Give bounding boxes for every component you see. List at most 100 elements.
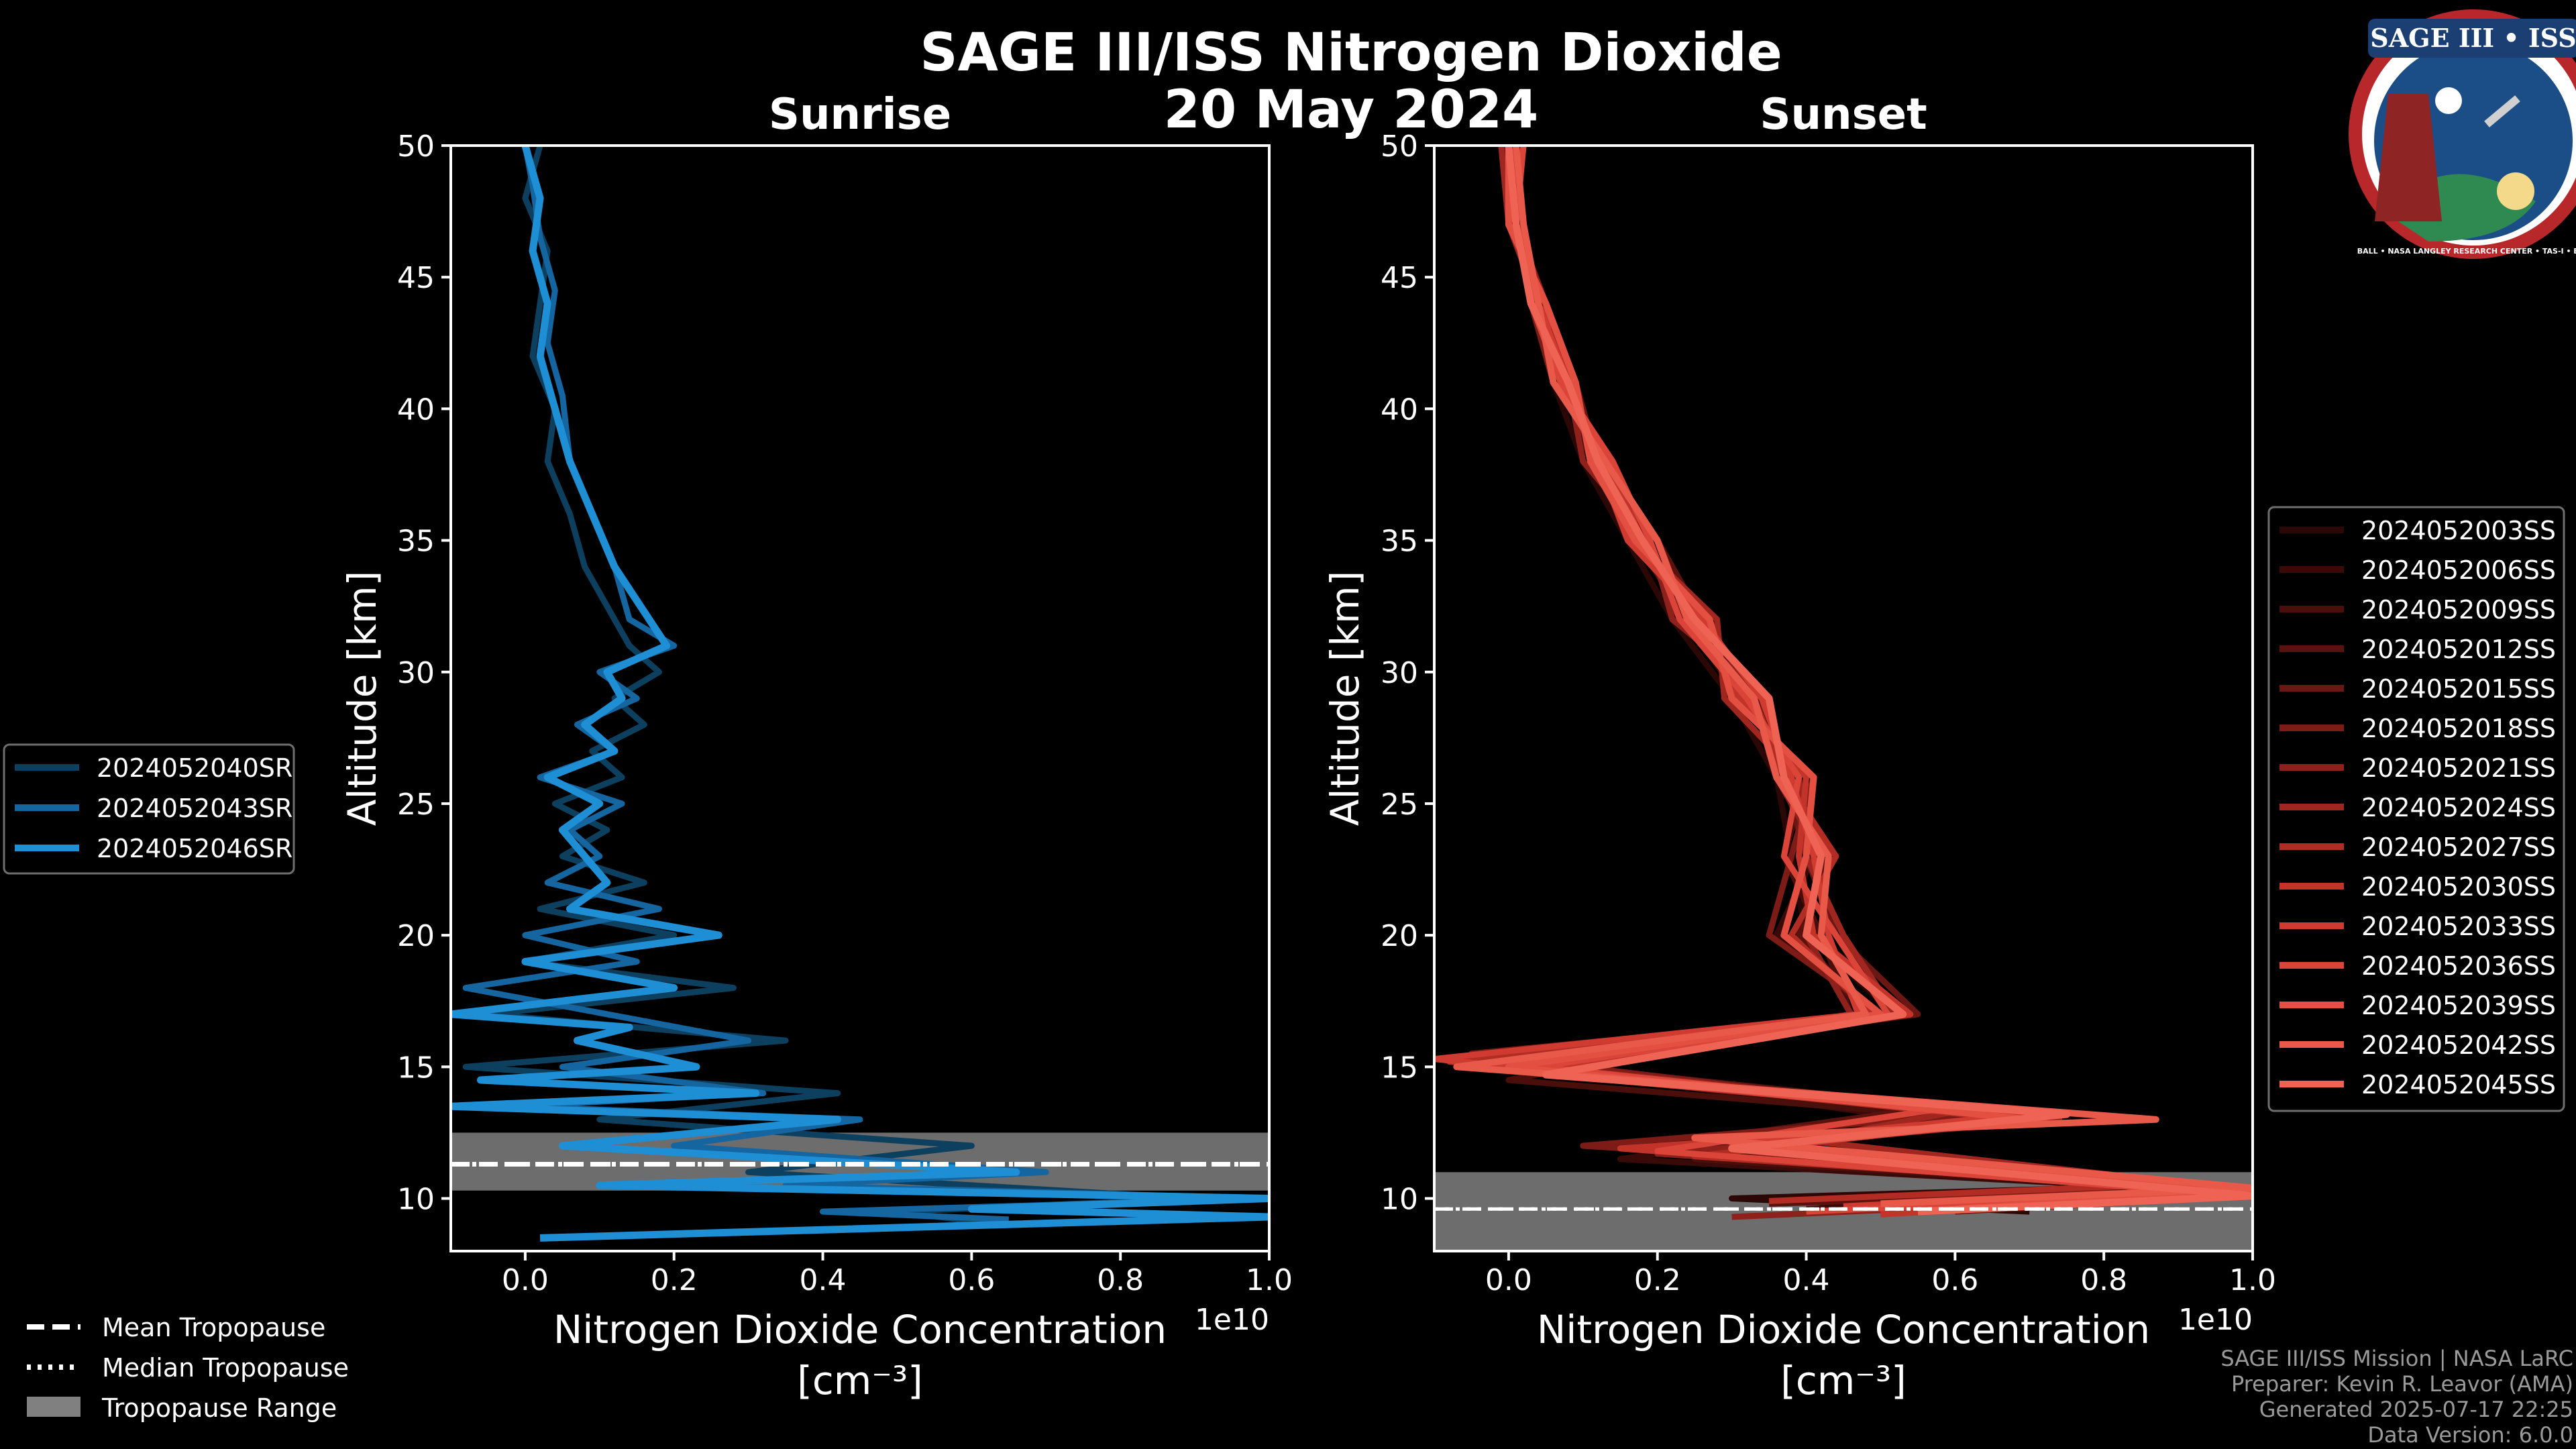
logo-title: SAGE III • ISS xyxy=(2370,23,2576,53)
iss-icon xyxy=(2484,95,2520,127)
sunset-xticks: 0.0 0.2 0.4 0.6 0.8 1.0 xyxy=(1485,1251,2276,1297)
legend-label: 2024052009SS xyxy=(2361,595,2556,625)
sunrise-legend-frame xyxy=(3,743,295,875)
figure-date: 20 May 2024 xyxy=(1164,80,1539,140)
sunset-series-2024052045SS xyxy=(1505,146,2253,1216)
legend-label: 2024052039SS xyxy=(2361,991,2556,1020)
sunset-offset-text: 1e10 xyxy=(2178,1303,2253,1337)
footer-line-4: Data Version: 6.0.0 xyxy=(2367,1422,2573,1448)
sunset-legend: 2024052003SS 2024052006SS 2024052009SS 2024… xyxy=(2267,506,2565,1112)
sunset-series-2024052042SS xyxy=(1453,146,2253,1208)
legend-label: 2024052030SS xyxy=(2361,872,2556,902)
sunrise-xtick-label: 0.6 xyxy=(948,1263,995,1297)
legend-label: 2024052042SS xyxy=(2361,1030,2556,1060)
sunrise-title: Sunrise xyxy=(769,90,951,140)
sunrise-offset-text: 1e10 xyxy=(1195,1303,1269,1337)
sunrise-ytick-label: 45 xyxy=(397,261,435,295)
logo-banner xyxy=(2368,19,2576,58)
legend-label: 2024052006SS xyxy=(2361,555,2556,585)
figure-title: SAGE III/ISS Nitrogen Dioxide xyxy=(920,23,1782,83)
sunrise-xtick-label: 1.0 xyxy=(1246,1263,1293,1297)
sunset-xlabel: Nitrogen Dioxide Concentration xyxy=(1537,1307,2150,1352)
legend-label: 2024052036SS xyxy=(2361,951,2556,981)
legend-label: 2024052043SR xyxy=(97,794,292,823)
sunset-title: Sunset xyxy=(1760,90,1927,140)
tropopause-range-legend-label: Tropopause Range xyxy=(101,1393,337,1423)
legend-label: 2024052045SS xyxy=(2361,1070,2556,1099)
sunrise-legend-items: 2024052040SR 2024052043SR 2024052046SR xyxy=(15,753,292,863)
legend-label: 2024052003SS xyxy=(2361,516,2556,545)
sunset-ytick-label: 20 xyxy=(1381,919,1418,953)
sunrise-panel: Sunrise 0.0 0.2 0.4 0.6 0.8 1.0 10 15 20 25 30 35 4… xyxy=(339,90,1293,1403)
sunset-yticks: 10 15 20 25 30 35 40 45 50 xyxy=(1381,129,1434,1217)
median-tropopause-legend-label: Median Tropopause xyxy=(102,1353,349,1383)
legend-label: 2024052033SS xyxy=(2361,912,2556,941)
sunrise-yticks: 10 15 20 25 30 35 40 45 50 xyxy=(397,129,451,1217)
sunrise-ytick-label: 25 xyxy=(397,788,435,822)
sunrise-series-2024052046SR xyxy=(451,146,1269,1242)
sunset-ytick-label: 40 xyxy=(1381,392,1418,427)
sunset-ytick-label: 25 xyxy=(1381,788,1418,822)
sunset-series-2024052039SS xyxy=(1505,146,2253,1213)
sunset-ytick-label: 30 xyxy=(1381,656,1418,690)
legend-label: 2024052024SS xyxy=(2361,793,2556,822)
sunset-ytick-label: 50 xyxy=(1381,129,1418,164)
sunrise-xticks: 0.0 0.2 0.4 0.6 0.8 1.0 xyxy=(502,1251,1293,1297)
sunrise-ytick-label: 50 xyxy=(397,129,435,164)
sunrise-ytick-label: 30 xyxy=(397,656,435,690)
sunrise-ytick-label: 10 xyxy=(397,1183,435,1217)
tropopause-legend: Mean Tropopause Median Tropopause Tropop… xyxy=(27,1313,349,1423)
sunrise-xlabel: Nitrogen Dioxide Concentration xyxy=(553,1307,1167,1352)
sunset-ytick-label: 10 xyxy=(1381,1183,1418,1217)
moon-icon xyxy=(2497,172,2534,210)
legend-label: 2024052018SS xyxy=(2361,714,2556,743)
sunrise-legend: 2024052040SR 2024052043SR 2024052046SR xyxy=(3,743,295,875)
sunrise-xtick-label: 0.4 xyxy=(800,1263,847,1297)
sunset-xtick-label: 0.2 xyxy=(1634,1263,1681,1297)
sunrise-ylabel: Altitude [km] xyxy=(339,571,385,826)
sunrise-xtick-label: 0.2 xyxy=(651,1263,698,1297)
sunrise-xlabel-units: [cm⁻³] xyxy=(797,1358,923,1403)
sunrise-ytick-label: 35 xyxy=(397,525,435,559)
sunrise-ytick-label: 40 xyxy=(397,392,435,427)
sunset-xlabel-units: [cm⁻³] xyxy=(1780,1358,1907,1403)
sunset-xtick-label: 0.8 xyxy=(2080,1263,2127,1297)
sunset-ytick-label: 15 xyxy=(1381,1051,1418,1085)
sunset-ytick-label: 35 xyxy=(1381,525,1418,559)
sunrise-ytick-label: 20 xyxy=(397,919,435,953)
sunset-xtick-label: 0.0 xyxy=(1485,1263,1532,1297)
mission-logo: SAGE III • ISS BALL • NASA LANGLEY RESEA… xyxy=(2349,9,2576,259)
sunset-lines xyxy=(1434,146,2253,1220)
footer-line-3: Generated 2025-07-17 22:25 xyxy=(2259,1397,2573,1422)
sunrise-xtick-label: 0.8 xyxy=(1097,1263,1144,1297)
sunset-panel: Sunset 0.0 0.2 0.4 0.6 0.8 1.0 10 15 20 25 30 35 40… xyxy=(1322,90,2276,1403)
legend-label: 2024052040SR xyxy=(97,753,292,783)
footer-line-2: Preparer: Kevin R. Leavor (AMA) xyxy=(2231,1371,2573,1397)
sunset-series-2024052033SS xyxy=(1434,146,2253,1210)
footer-line-1: SAGE III/ISS Mission | NASA LaRC xyxy=(2220,1346,2573,1371)
sunset-ytick-label: 45 xyxy=(1381,261,1418,295)
logo-ring-text: BALL • NASA LANGLEY RESEARCH CENTER • TA… xyxy=(2357,247,2576,256)
sunrise-xtick-label: 0.0 xyxy=(502,1263,549,1297)
legend-label: 2024052012SS xyxy=(2361,635,2556,664)
mean-tropopause-legend-label: Mean Tropopause xyxy=(102,1313,325,1342)
sunset-xtick-label: 0.4 xyxy=(1783,1263,1830,1297)
sunset-xtick-label: 1.0 xyxy=(2229,1263,2276,1297)
sun-icon xyxy=(2435,87,2462,114)
sunset-ylabel: Altitude [km] xyxy=(1322,571,1368,826)
sunset-axes-frame xyxy=(1433,144,2254,1252)
legend-label: 2024052046SR xyxy=(97,834,292,863)
legend-label: 2024052015SS xyxy=(2361,674,2556,704)
sunrise-ytick-label: 15 xyxy=(397,1051,435,1085)
sunset-legend-items: 2024052003SS 2024052006SS 2024052009SS 2024… xyxy=(2279,516,2556,1099)
sunset-xtick-label: 0.6 xyxy=(1931,1263,1978,1297)
sunset-legend-frame xyxy=(2267,506,2565,1112)
legend-label: 2024052027SS xyxy=(2361,833,2556,862)
figure-robe-icon xyxy=(2375,94,2442,221)
sunset-series-2024052027SS xyxy=(1446,146,2145,1204)
sunrise-lines xyxy=(451,146,1269,1242)
tropopause-range-legend-patch xyxy=(27,1397,80,1417)
legend-label: 2024052021SS xyxy=(2361,753,2556,783)
sunrise-axes-frame xyxy=(449,144,1271,1252)
